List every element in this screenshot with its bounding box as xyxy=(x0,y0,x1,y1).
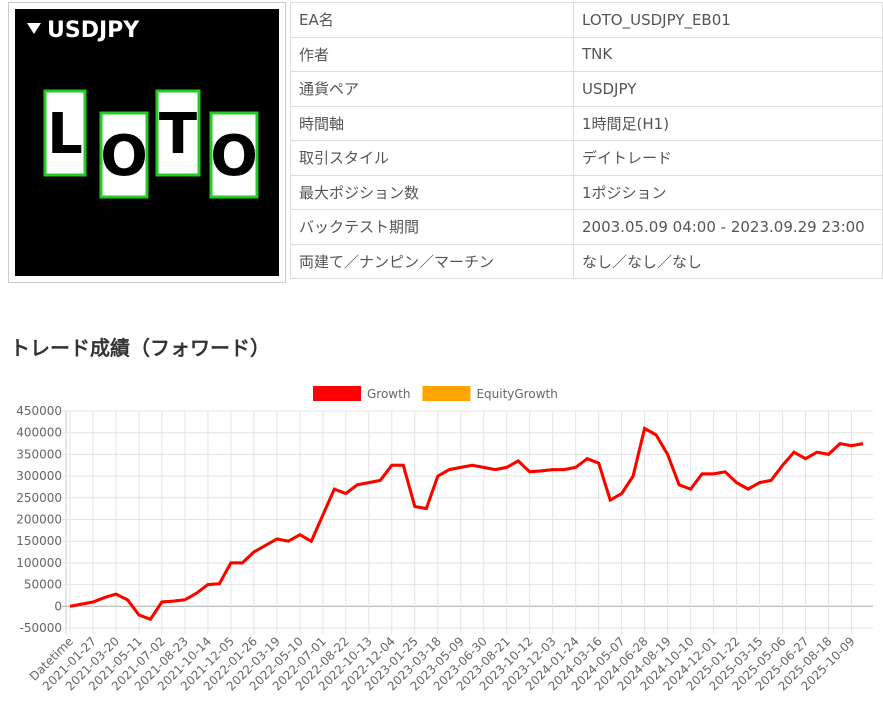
cell-value: USDJPY xyxy=(573,71,883,107)
table-row: 作者 TNK xyxy=(290,36,883,72)
y-tick-label: 450000 xyxy=(16,404,62,418)
y-tick-label: 50000 xyxy=(24,578,62,592)
y-tick-label: 300000 xyxy=(16,469,62,483)
cell-label: 時間軸 xyxy=(290,105,574,141)
legend-swatch xyxy=(422,386,471,401)
cell-label: 取引スタイル xyxy=(290,140,574,176)
cell-value: LOTO_USDJPY_EB01 xyxy=(573,2,883,38)
logo-arrow xyxy=(27,23,41,34)
cell-value: 2003.05.09 04:00 - 2023.09.29 23:00 xyxy=(573,209,883,245)
y-tick-label: 100000 xyxy=(16,556,62,570)
cell-label: 作者 xyxy=(290,36,574,72)
series-line xyxy=(69,426,864,622)
letter-box xyxy=(155,89,201,177)
table-row: EA名 LOTO_USDJPY_EB01 xyxy=(290,2,883,38)
table-row: 時間軸 1時間足(H1) xyxy=(290,105,883,141)
letter: O xyxy=(100,124,148,189)
cell-label: EA名 xyxy=(290,2,574,38)
info-table: EA名 LOTO_USDJPY_EB01 作者 TNK 通貨ペア USDJPY 時間軸 1時間… xyxy=(290,2,883,279)
y-tick-label: 0 xyxy=(54,599,62,613)
y-tick-label: 250000 xyxy=(16,491,62,505)
cell-value: デイトレード xyxy=(573,140,883,176)
letter-box xyxy=(99,111,149,199)
letter-box xyxy=(209,111,259,199)
legend-swatch xyxy=(313,386,361,401)
table-row: 通貨ペア USDJPY xyxy=(290,71,883,107)
letter: O xyxy=(210,124,258,189)
logo-title: USDJPY xyxy=(47,18,140,43)
cell-label: バックテスト期間 xyxy=(290,209,574,245)
y-tick-label: 350000 xyxy=(16,447,62,461)
cell-label: 両建て／ナンピン／マーチン xyxy=(290,243,574,279)
cell-value: TNK xyxy=(573,36,883,72)
table-row: 取引スタイル デイトレード xyxy=(290,140,883,176)
letter-box xyxy=(43,89,87,177)
legend-label: EquityGrowth xyxy=(476,387,557,401)
letter: T xyxy=(159,102,197,167)
section-title: トレード成績（フォワード） xyxy=(10,336,270,360)
legend-label: Growth xyxy=(367,387,410,401)
series-line xyxy=(69,426,864,622)
y-tick-label: 150000 xyxy=(16,534,62,548)
cell-value: 1時間足(H1) xyxy=(573,105,883,141)
cell-value: なし／なし／なし xyxy=(573,243,883,279)
y-tick-label: -50000 xyxy=(19,621,62,635)
letter: L xyxy=(47,102,83,167)
cell-label: 通貨ペア xyxy=(290,71,574,107)
y-tick-label: 400000 xyxy=(16,426,62,440)
y-tick-label: 200000 xyxy=(16,513,62,527)
table-row: 両建て／ナンピン／マーチン なし／なし／なし xyxy=(290,243,883,279)
table-row: バックテスト期間 2003.05.09 04:00 - 2023.09.29 23… xyxy=(290,209,883,245)
